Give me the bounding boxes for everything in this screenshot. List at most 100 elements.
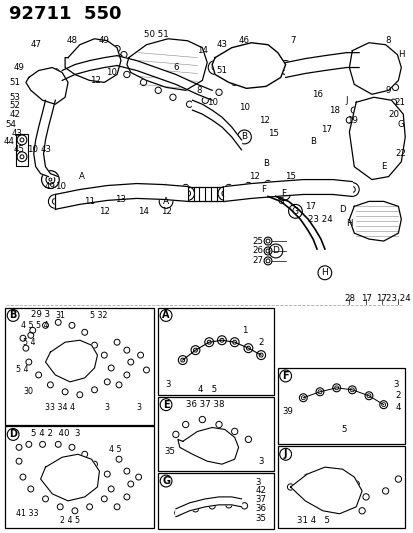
Text: 36: 36 [255, 504, 266, 513]
Text: 17: 17 [320, 125, 332, 134]
Polygon shape [224, 180, 351, 201]
Text: 33 34 4: 33 34 4 [45, 403, 75, 412]
Text: B: B [241, 132, 247, 141]
Text: 48: 48 [66, 36, 77, 45]
Polygon shape [349, 98, 404, 180]
Bar [5, 426, 154, 528]
Text: 17: 17 [304, 202, 315, 211]
Text: 10: 10 [27, 146, 38, 155]
Text: 3: 3 [104, 403, 109, 412]
Bar [158, 473, 273, 529]
Text: 2: 2 [395, 391, 400, 400]
Text: A: A [162, 310, 169, 320]
Text: 31 4   5: 31 4 5 [297, 516, 330, 525]
Polygon shape [285, 53, 358, 77]
Text: 11: 11 [84, 197, 95, 206]
Text: 9: 9 [385, 86, 390, 95]
Polygon shape [33, 100, 58, 176]
Text: 4 5: 4 5 [109, 445, 121, 454]
Text: D: D [9, 430, 17, 439]
Text: 12: 12 [248, 172, 259, 181]
Text: 30: 30 [23, 387, 33, 397]
Polygon shape [126, 39, 207, 90]
Text: 35: 35 [255, 514, 266, 523]
Text: 3: 3 [393, 381, 398, 389]
Text: A: A [78, 172, 85, 181]
Text: B: B [262, 159, 268, 168]
Text: 28: 28 [343, 294, 354, 303]
Text: 42: 42 [255, 487, 266, 496]
Text: 31: 31 [55, 311, 65, 320]
Text: 17: 17 [360, 294, 370, 303]
Text: 5 4 2  40  3: 5 4 2 40 3 [31, 429, 80, 438]
Text: 7: 7 [290, 36, 296, 45]
Polygon shape [349, 201, 400, 241]
Text: 14: 14 [138, 207, 149, 216]
Text: 26: 26 [252, 246, 263, 255]
Text: 35: 35 [164, 447, 175, 456]
Text: 49: 49 [14, 63, 24, 72]
Text: 6: 6 [173, 63, 178, 72]
Text: 8: 8 [385, 36, 390, 45]
Text: 4 5 5 4: 4 5 5 4 [21, 321, 48, 330]
Text: 52: 52 [9, 101, 21, 110]
Text: G: G [291, 207, 298, 216]
Bar [158, 397, 273, 471]
Polygon shape [176, 497, 241, 516]
Text: 3: 3 [165, 381, 171, 389]
Text: 2 4 5: 2 4 5 [60, 516, 80, 525]
Text: 29 3: 29 3 [31, 310, 50, 319]
Text: 44: 44 [4, 138, 15, 147]
Text: 42: 42 [9, 110, 21, 119]
Text: 12: 12 [99, 207, 109, 216]
Bar [16, 134, 28, 166]
Text: 53: 53 [9, 93, 21, 102]
Text: 4: 4 [395, 403, 400, 412]
Text: 3: 3 [136, 403, 141, 412]
Text: 5 32: 5 32 [89, 311, 107, 320]
Polygon shape [45, 340, 97, 382]
Text: 10: 10 [105, 68, 116, 77]
Text: J: J [344, 96, 347, 105]
Text: 2: 2 [258, 338, 263, 346]
Text: 16: 16 [311, 90, 322, 99]
Polygon shape [65, 39, 121, 83]
Bar [277, 368, 404, 445]
Polygon shape [55, 183, 187, 209]
Text: 23 24: 23 24 [307, 215, 332, 224]
Text: 10: 10 [55, 182, 66, 191]
Text: H: H [397, 50, 404, 59]
Text: 51: 51 [216, 66, 227, 75]
Text: 12: 12 [258, 116, 269, 125]
Text: E: E [380, 162, 385, 171]
Polygon shape [192, 100, 241, 150]
Text: D: D [272, 246, 279, 255]
Text: 92711  550: 92711 550 [9, 5, 121, 23]
Text: 39: 39 [282, 407, 292, 416]
Bar [277, 446, 404, 528]
Text: H: H [321, 268, 328, 277]
Text: 51: 51 [9, 78, 21, 87]
Text: G: G [397, 119, 404, 128]
Text: 54: 54 [6, 119, 17, 128]
Bar [5, 308, 154, 424]
Text: 10: 10 [206, 98, 217, 107]
Text: 37: 37 [255, 495, 266, 504]
Text: 12: 12 [90, 76, 101, 85]
Text: 41 33: 41 33 [16, 509, 38, 518]
Text: 45: 45 [14, 146, 24, 155]
Text: J: J [283, 449, 287, 459]
Text: 21: 21 [393, 98, 404, 107]
Text: 5 4: 5 4 [23, 338, 36, 346]
Polygon shape [349, 43, 400, 94]
Polygon shape [211, 43, 285, 88]
Text: 1: 1 [241, 326, 247, 335]
Text: 43: 43 [216, 40, 227, 49]
Text: 43: 43 [41, 146, 52, 155]
Text: 17: 17 [375, 294, 386, 303]
Polygon shape [26, 68, 68, 104]
Text: 15: 15 [285, 172, 295, 181]
Polygon shape [290, 467, 361, 514]
Text: 23 24: 23 24 [385, 294, 410, 303]
Text: F: F [282, 371, 288, 381]
